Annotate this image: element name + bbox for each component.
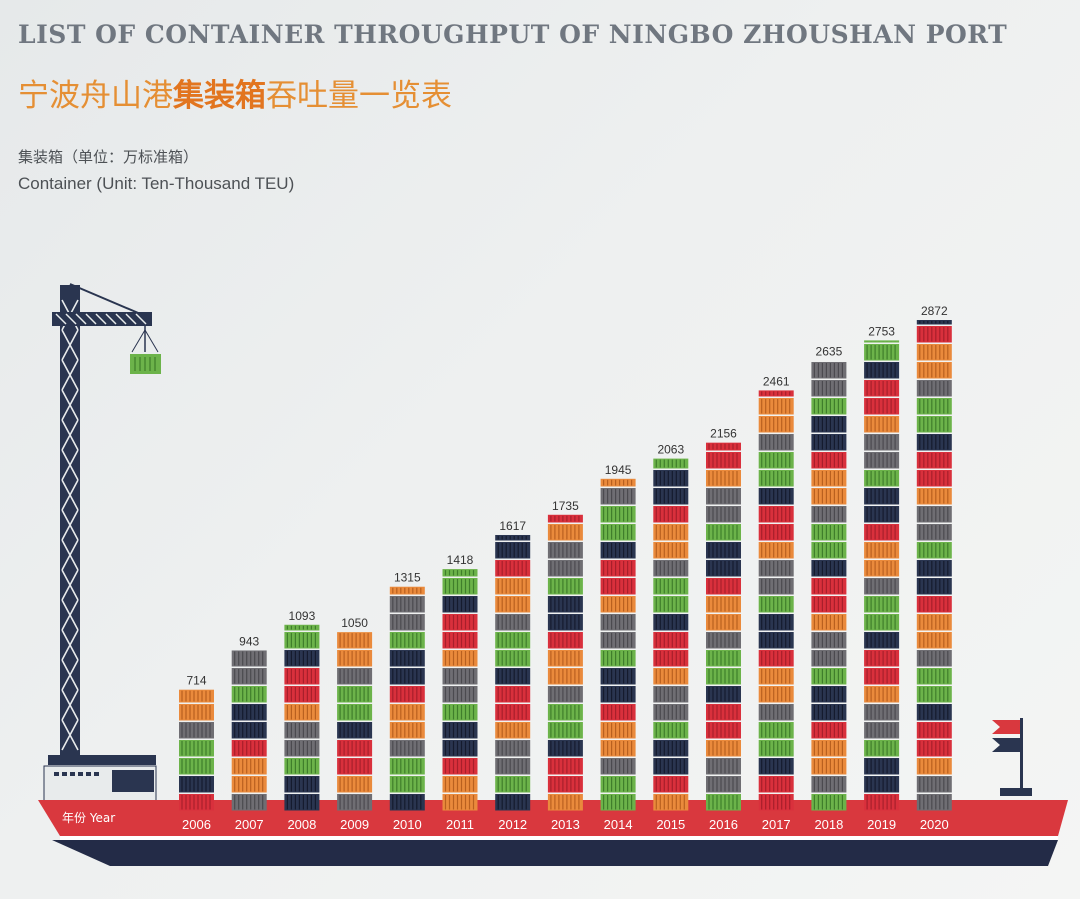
bar-2019 [864, 340, 900, 811]
year-label-2012: 2012 [498, 817, 527, 832]
value-label-2017: 2461 [763, 374, 790, 388]
year-label-2014: 2014 [604, 817, 633, 832]
bar-2018 [811, 362, 847, 811]
bar-2014 [600, 478, 636, 811]
bar-2011 [442, 569, 478, 811]
bar-2016 [706, 442, 741, 811]
bar-2010 [389, 586, 425, 811]
bar-2007 [231, 650, 267, 811]
year-label-2009: 2009 [340, 817, 369, 832]
bar-2012 [495, 534, 531, 811]
unit-label-english: Container (Unit: Ten-Thousand TEU) [18, 174, 295, 193]
value-label-2013: 1735 [552, 499, 579, 513]
x-axis-tick-labels: 2006 2007 2008 2009 2010 2011 2012 2013 2014 2015… [182, 817, 949, 832]
value-label-2020: 2872 [921, 304, 948, 318]
chart-title-english: LIST OF CONTAINER THROUGHPUT OF NINGBO Z… [18, 20, 1008, 49]
x-axis-title: 年份 Year [62, 811, 115, 825]
year-label-2019: 2019 [867, 817, 896, 832]
value-label-2009: 1050 [341, 616, 368, 630]
bar-2009 [337, 632, 373, 811]
bar-2020 [916, 320, 952, 811]
bar-2006 [179, 689, 214, 811]
unit-label-chinese: 集装箱（单位：万标准箱） [18, 148, 199, 166]
year-label-2013: 2013 [551, 817, 580, 832]
title-cn-bold: 集装箱 [173, 78, 266, 114]
year-label-2010: 2010 [393, 817, 422, 832]
bar-2008 [284, 624, 320, 811]
year-label-2017: 2017 [762, 817, 791, 832]
bar-2017 [758, 390, 794, 811]
bar-2013 [547, 514, 583, 811]
crane-illustration [43, 283, 161, 803]
title-cn-suffix: 吞吐量一览表 [266, 78, 452, 114]
year-label-2016: 2016 [709, 817, 738, 832]
title-cn-prefix: 宁波舟山港 [18, 78, 173, 114]
bar-2015 [653, 458, 689, 811]
year-label-2011: 2011 [446, 817, 474, 832]
value-label-2016: 2156 [710, 427, 737, 441]
value-label-2007: 943 [239, 634, 259, 648]
value-label-2019: 2753 [868, 324, 895, 338]
value-label-2011: 1418 [447, 553, 474, 567]
year-label-2008: 2008 [287, 817, 316, 832]
year-label-2007: 2007 [235, 817, 264, 832]
value-label-2015: 2063 [657, 443, 684, 457]
value-label-2008: 1093 [289, 609, 316, 623]
year-label-2018: 2018 [814, 817, 843, 832]
year-label-2006: 2006 [182, 817, 211, 832]
value-label-2006: 714 [186, 674, 206, 688]
value-labels: 714 943 1093 1050 1315 1418 1617 1735 1945 2063 21… [186, 304, 947, 688]
flag-illustration [992, 718, 1032, 796]
value-label-2010: 1315 [394, 571, 421, 585]
bar-series [179, 320, 952, 811]
value-label-2012: 1617 [499, 519, 526, 533]
value-label-2018: 2635 [816, 345, 843, 359]
year-label-2020: 2020 [920, 817, 949, 832]
chart-title-chinese: 宁波舟山港集装箱吞吐量一览表 [18, 70, 452, 115]
year-label-2015: 2015 [656, 817, 685, 832]
value-label-2014: 1945 [605, 463, 632, 477]
